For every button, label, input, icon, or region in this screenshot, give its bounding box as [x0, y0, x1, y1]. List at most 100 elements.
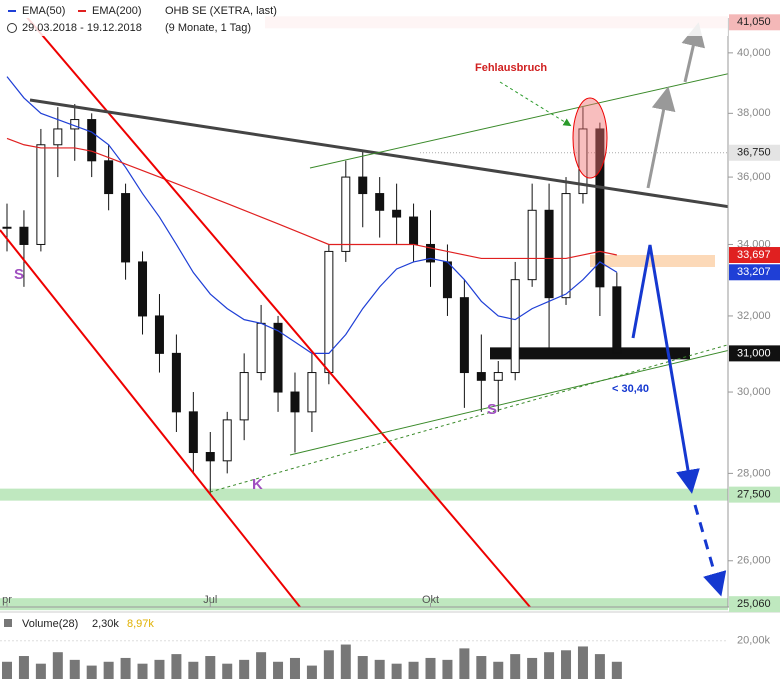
y-tick-label: 26,000 [737, 555, 771, 567]
x-tick-label: pr [2, 594, 12, 606]
candle-body [578, 128, 588, 195]
candle-body [53, 128, 63, 146]
ema-line [6, 76, 618, 354]
date-range: 29.03.2018 - 19.12.2018 [22, 22, 142, 34]
level-label-bg [729, 14, 780, 31]
candle-body [188, 411, 198, 454]
volume-bar [18, 656, 29, 679]
plot [2, 76, 622, 495]
volume-bar [171, 654, 182, 679]
volume-bar [323, 650, 334, 679]
volume-bar [120, 657, 131, 679]
volume-bar [611, 661, 622, 679]
y-tick-label: 32,000 [737, 310, 771, 322]
volume-bar [340, 644, 351, 679]
volume-bar [577, 646, 588, 679]
volume-bar [493, 661, 504, 679]
annotation: S [14, 266, 24, 283]
channel-line [26, 18, 531, 607]
level-label-bg [729, 486, 780, 503]
level-label-bg [729, 345, 780, 362]
volume-last: 8,97k [127, 618, 154, 630]
candle-body [341, 176, 351, 252]
volume-bar [256, 652, 267, 679]
volume-bar [306, 665, 317, 679]
drawings [0, 18, 728, 607]
candle-body [527, 209, 537, 281]
chart-title: OHB SE (XETRA, last) [165, 5, 277, 17]
level-label: 33,207 [737, 266, 771, 278]
volume-bar [52, 652, 63, 679]
clock-icon [7, 23, 17, 33]
volume-bar [154, 659, 165, 679]
candle-body [222, 419, 232, 462]
volume-bar [2, 661, 12, 679]
candle-body [205, 452, 215, 462]
trend-line [29, 98, 728, 209]
candle-body [36, 144, 46, 245]
candle-body [375, 193, 385, 211]
header-bg [0, 0, 728, 36]
level-label: 27,500 [737, 489, 771, 501]
candle-body [561, 193, 571, 299]
candle-body [19, 226, 29, 245]
y-tick-label: 36,000 [737, 171, 771, 183]
candle-body [239, 372, 249, 421]
candle-body [290, 391, 300, 413]
volume-bar [273, 661, 284, 679]
level-label: 33,697 [737, 249, 771, 261]
candle-body [544, 209, 554, 299]
candle-body [104, 160, 114, 195]
trend-line [209, 344, 728, 493]
candle-body [476, 372, 486, 381]
annotation: S [487, 401, 497, 418]
volume-bar [103, 661, 114, 679]
level-band [490, 347, 690, 360]
legend-entry: EMA(50) [22, 5, 65, 17]
period: (9 Monate, 1 Tag) [165, 22, 251, 34]
volume-bar [408, 661, 419, 679]
axis-labels: 40,00038,00036,00034,00032,00030,00028,0… [2, 14, 780, 613]
volume-bar [459, 648, 470, 679]
candle-body [256, 322, 266, 374]
level-label-bg [729, 247, 780, 264]
candle-body [459, 297, 469, 374]
level-label: 31,000 [737, 347, 771, 359]
volume-bar [510, 654, 521, 679]
volume-bar [205, 656, 216, 679]
arrow [681, 22, 706, 83]
trend-line [309, 73, 728, 169]
volume-bar [374, 659, 385, 679]
level-label-bg [729, 264, 780, 281]
arrow [631, 244, 700, 494]
trend-line [289, 349, 728, 456]
y-tick-label: 40,000 [737, 47, 771, 59]
volume-bar [86, 665, 97, 679]
volume-tick-label: 20,00k [737, 635, 771, 647]
level-label-bg [729, 596, 780, 613]
volume-bar [222, 663, 233, 679]
candle-body [154, 315, 164, 354]
volume-bar [561, 650, 572, 679]
candle-body [171, 352, 181, 413]
volume-bar [239, 659, 250, 679]
volume-bar [425, 657, 436, 679]
y-tick-label: 30,000 [737, 386, 771, 398]
volume-bar [594, 654, 605, 679]
volume-bar [391, 663, 402, 679]
volume-bar [544, 652, 555, 679]
volume-bar [476, 656, 487, 679]
y-tick-label: 38,000 [737, 107, 771, 119]
level-band [0, 488, 728, 501]
y-tick-label: 28,000 [737, 467, 771, 479]
candle-body [121, 193, 131, 263]
candle-body [273, 322, 283, 393]
level-label: 36,750 [737, 147, 771, 159]
x-tick-label: Okt [422, 594, 439, 606]
volume-bar [289, 657, 300, 679]
annotation: < 30,40 [612, 383, 649, 395]
candle-body [442, 261, 452, 299]
volume-average: 2,30k [92, 618, 119, 630]
x-tick-label: Jul [203, 594, 217, 606]
candle-body [307, 372, 317, 413]
